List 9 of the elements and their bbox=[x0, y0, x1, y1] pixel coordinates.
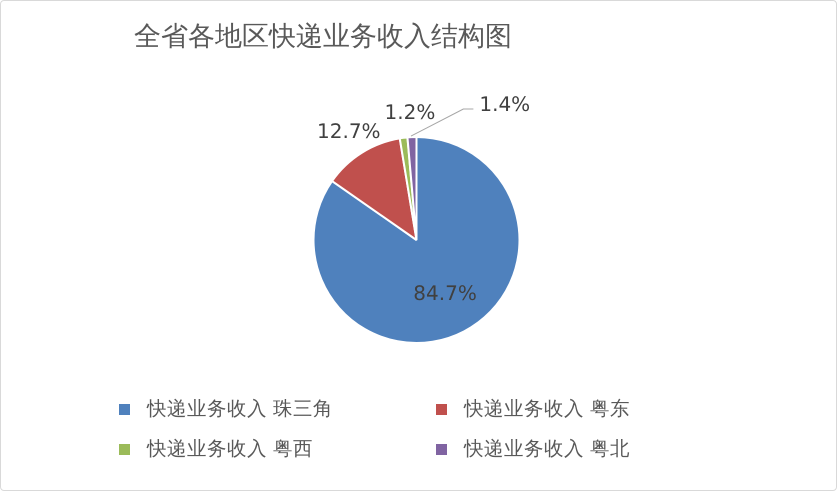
legend-label: 快递业务收入 粤东 bbox=[464, 396, 630, 422]
data-label: 84.7% bbox=[413, 281, 477, 305]
data-label: 1.4% bbox=[479, 92, 530, 116]
data-label: 1.2% bbox=[384, 100, 436, 124]
data-label: 12.7% bbox=[317, 118, 381, 143]
chart-title: 全省各地区快递业务收入结构图 bbox=[134, 20, 512, 54]
legend-label: 快递业务收入 粤北 bbox=[464, 436, 630, 462]
legend-label: 快递业务收入 珠三角 bbox=[147, 396, 334, 422]
legend-label: 快递业务收入 粤西 bbox=[147, 436, 314, 462]
